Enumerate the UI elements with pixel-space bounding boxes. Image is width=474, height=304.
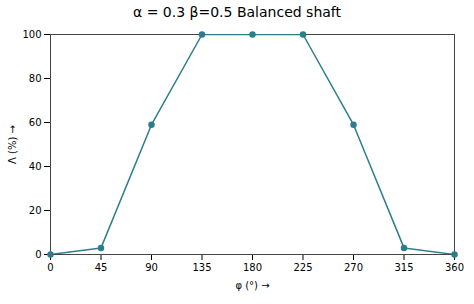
- svg-text:80: 80: [29, 73, 42, 84]
- html-text:α = 0.3 β=0.5 Balanced shaft: α = 0.3 β=0.5 Balanced shaft: [133, 4, 341, 20]
- svg-text:225: 225: [293, 262, 312, 273]
- svg-text:0: 0: [35, 249, 41, 260]
- svg-text:20: 20: [29, 205, 42, 216]
- svg-text:0: 0: [47, 262, 53, 273]
- svg-text:270: 270: [344, 262, 363, 273]
- svg-text:135: 135: [192, 262, 211, 273]
- svg-text:60: 60: [29, 117, 42, 128]
- svg-text:φ (°) →: φ (°) →: [235, 280, 269, 291]
- svg-text:45: 45: [95, 262, 108, 273]
- svg-text:100: 100: [22, 29, 41, 40]
- svg-text:360: 360: [445, 262, 464, 273]
- svg-text:90: 90: [145, 262, 158, 273]
- svg-text:Λ (%) →: Λ (%) →: [7, 125, 18, 164]
- svg-text:315: 315: [394, 262, 413, 273]
- svg-text:40: 40: [29, 161, 42, 172]
- svg-text:180: 180: [243, 262, 262, 273]
